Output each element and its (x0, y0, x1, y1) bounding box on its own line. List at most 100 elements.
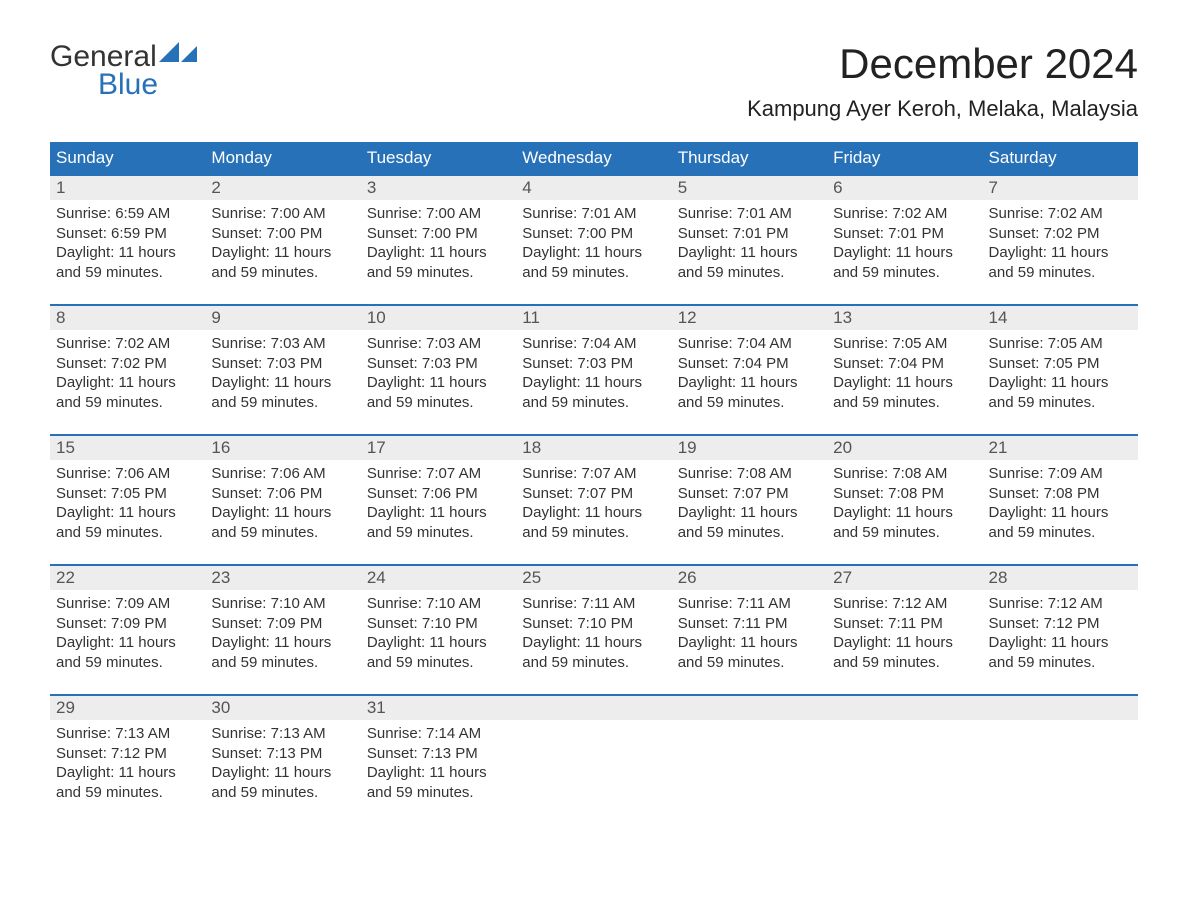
calendar-cell: 27Sunrise: 7:12 AMSunset: 7:11 PMDayligh… (827, 566, 982, 688)
daylight-line: Daylight: 11 hours and 59 minutes. (56, 243, 199, 282)
cell-body: Sunrise: 7:08 AMSunset: 7:08 PMDaylight:… (827, 460, 982, 552)
sunset-line: Sunset: 7:02 PM (989, 224, 1132, 244)
sunrise-line: Sunrise: 7:05 AM (989, 334, 1132, 354)
cell-body: Sunrise: 7:03 AMSunset: 7:03 PMDaylight:… (205, 330, 360, 422)
day-number: 16 (205, 436, 360, 460)
sunrise-label: Sunrise: (522, 465, 581, 482)
sunrise-label: Sunrise: (678, 465, 737, 482)
sunrise-time: 7:13 AM (271, 725, 326, 742)
day-number: 31 (361, 696, 516, 720)
sunset-line: Sunset: 7:00 PM (211, 224, 354, 244)
sunset-label: Sunset: (989, 485, 1044, 502)
calendar-cell: 28Sunrise: 7:12 AMSunset: 7:12 PMDayligh… (983, 566, 1138, 688)
day-number: 25 (516, 566, 671, 590)
cell-body: Sunrise: 7:09 AMSunset: 7:09 PMDaylight:… (50, 590, 205, 682)
sunrise-label: Sunrise: (989, 465, 1048, 482)
sunset-time: 7:11 PM (888, 615, 943, 632)
cell-body: Sunrise: 7:12 AMSunset: 7:11 PMDaylight:… (827, 590, 982, 682)
daylight-line: Daylight: 11 hours and 59 minutes. (678, 373, 821, 412)
sunset-label: Sunset: (211, 225, 266, 242)
sunset-time: 7:06 PM (266, 485, 322, 502)
sunrise-time: 7:00 AM (426, 205, 481, 222)
day-number: 10 (361, 306, 516, 330)
sunset-time: 6:59 PM (111, 225, 167, 242)
sunset-time: 7:13 PM (266, 745, 322, 762)
calendar-cell: 23Sunrise: 7:10 AMSunset: 7:09 PMDayligh… (205, 566, 360, 688)
day-number: 11 (516, 306, 671, 330)
day-number: 7 (983, 176, 1138, 200)
calendar-cell: 13Sunrise: 7:05 AMSunset: 7:04 PMDayligh… (827, 306, 982, 428)
sunset-line: Sunset: 7:07 PM (522, 484, 665, 504)
page-header: General Blue December 2024 Kampung Ayer … (50, 40, 1138, 122)
daylight-line: Daylight: 11 hours and 59 minutes. (56, 503, 199, 542)
day-number (516, 696, 671, 720)
day-number: 9 (205, 306, 360, 330)
day-number: 12 (672, 306, 827, 330)
daylight-line: Daylight: 11 hours and 59 minutes. (211, 243, 354, 282)
sunset-label: Sunset: (56, 225, 111, 242)
sunrise-label: Sunrise: (367, 205, 426, 222)
sunset-line: Sunset: 7:08 PM (833, 484, 976, 504)
sunrise-line: Sunrise: 7:06 AM (211, 464, 354, 484)
day-number: 24 (361, 566, 516, 590)
sunrise-label: Sunrise: (211, 465, 270, 482)
day-header: Wednesday (516, 142, 671, 174)
day-number: 1 (50, 176, 205, 200)
sunset-label: Sunset: (367, 615, 422, 632)
sunrise-label: Sunrise: (522, 335, 581, 352)
day-number: 8 (50, 306, 205, 330)
sunset-line: Sunset: 7:01 PM (833, 224, 976, 244)
calendar-cell: 5Sunrise: 7:01 AMSunset: 7:01 PMDaylight… (672, 176, 827, 298)
sunrise-time: 7:11 AM (581, 595, 635, 612)
calendar-cell: 15Sunrise: 7:06 AMSunset: 7:05 PMDayligh… (50, 436, 205, 558)
calendar-cell: 26Sunrise: 7:11 AMSunset: 7:11 PMDayligh… (672, 566, 827, 688)
calendar-cell: 2Sunrise: 7:00 AMSunset: 7:00 PMDaylight… (205, 176, 360, 298)
sunrise-label: Sunrise: (367, 725, 426, 742)
sunrise-time: 7:06 AM (271, 465, 326, 482)
daylight-line: Daylight: 11 hours and 59 minutes. (367, 373, 510, 412)
sunset-label: Sunset: (833, 355, 888, 372)
sunrise-line: Sunrise: 7:11 AM (678, 594, 821, 614)
sunset-time: 7:00 PM (577, 225, 633, 242)
sunrise-time: 7:00 AM (271, 205, 326, 222)
sunrise-line: Sunrise: 7:12 AM (989, 594, 1132, 614)
page-subtitle: Kampung Ayer Keroh, Melaka, Malaysia (747, 96, 1138, 122)
cell-body: Sunrise: 7:06 AMSunset: 7:06 PMDaylight:… (205, 460, 360, 552)
sunrise-label: Sunrise: (989, 335, 1048, 352)
sunrise-time: 7:05 AM (892, 335, 947, 352)
sunrise-line: Sunrise: 7:09 AM (56, 594, 199, 614)
sunset-label: Sunset: (833, 225, 888, 242)
sunset-label: Sunset: (211, 745, 266, 762)
cell-body: Sunrise: 7:12 AMSunset: 7:12 PMDaylight:… (983, 590, 1138, 682)
sunset-line: Sunset: 7:04 PM (678, 354, 821, 374)
calendar-cell: 9Sunrise: 7:03 AMSunset: 7:03 PMDaylight… (205, 306, 360, 428)
sunset-line: Sunset: 7:09 PM (211, 614, 354, 634)
day-number: 22 (50, 566, 205, 590)
sunset-label: Sunset: (678, 485, 733, 502)
title-block: December 2024 Kampung Ayer Keroh, Melaka… (747, 40, 1138, 122)
daylight-line: Daylight: 11 hours and 59 minutes. (989, 373, 1132, 412)
cell-body: Sunrise: 7:10 AMSunset: 7:09 PMDaylight:… (205, 590, 360, 682)
sunrise-label: Sunrise: (56, 725, 115, 742)
daylight-line: Daylight: 11 hours and 59 minutes. (367, 503, 510, 542)
sunset-label: Sunset: (678, 355, 733, 372)
day-number: 21 (983, 436, 1138, 460)
sunset-time: 7:09 PM (111, 615, 167, 632)
sunset-label: Sunset: (833, 615, 888, 632)
cell-body: Sunrise: 7:11 AMSunset: 7:11 PMDaylight:… (672, 590, 827, 682)
sunset-line: Sunset: 7:11 PM (678, 614, 821, 634)
sunrise-line: Sunrise: 7:02 AM (989, 204, 1132, 224)
daylight-line: Daylight: 11 hours and 59 minutes. (522, 503, 665, 542)
sunset-line: Sunset: 7:00 PM (522, 224, 665, 244)
sunrise-line: Sunrise: 7:14 AM (367, 724, 510, 744)
sunset-line: Sunset: 6:59 PM (56, 224, 199, 244)
calendar-cell: 6Sunrise: 7:02 AMSunset: 7:01 PMDaylight… (827, 176, 982, 298)
sunrise-label: Sunrise: (833, 595, 892, 612)
calendar-cell: 10Sunrise: 7:03 AMSunset: 7:03 PMDayligh… (361, 306, 516, 428)
sunrise-time: 7:08 AM (892, 465, 947, 482)
week-row: 29Sunrise: 7:13 AMSunset: 7:12 PMDayligh… (50, 694, 1138, 818)
daylight-line: Daylight: 11 hours and 59 minutes. (211, 373, 354, 412)
daylight-line: Daylight: 11 hours and 59 minutes. (367, 763, 510, 802)
cell-body: Sunrise: 7:06 AMSunset: 7:05 PMDaylight:… (50, 460, 205, 552)
sunset-time: 7:03 PM (422, 355, 478, 372)
